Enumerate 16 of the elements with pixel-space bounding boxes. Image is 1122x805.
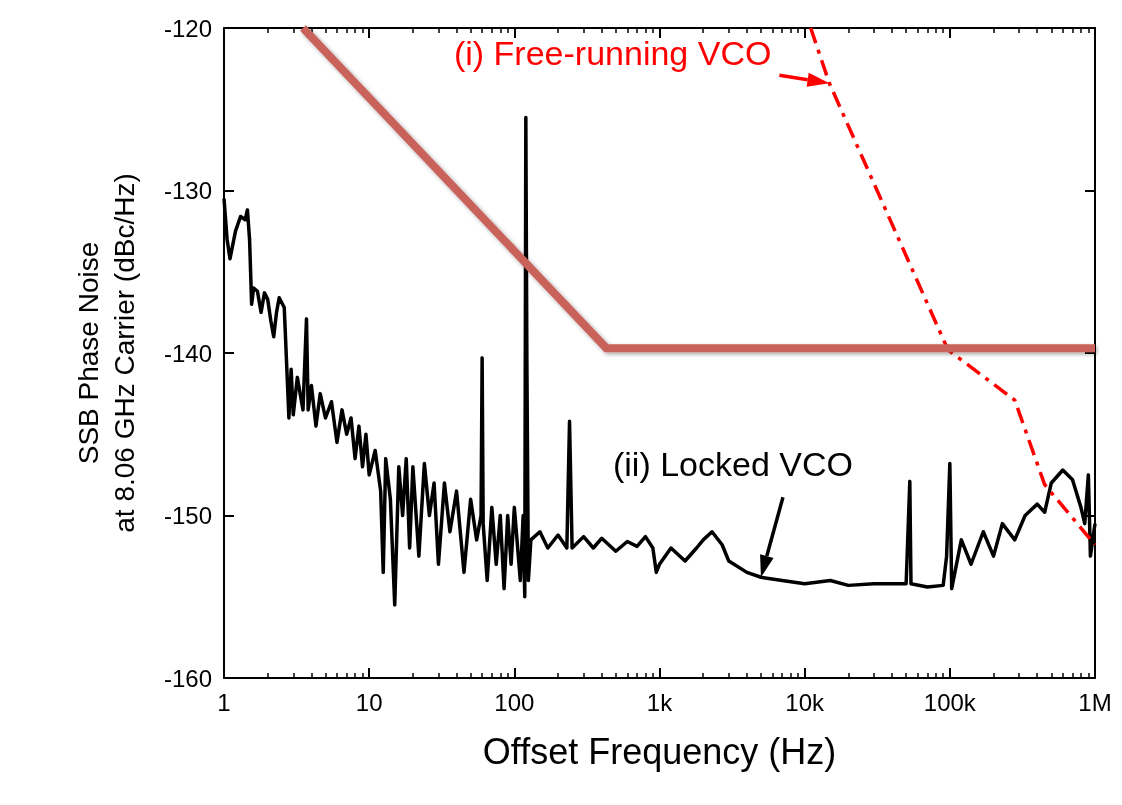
- x-tick-label: 1k: [646, 688, 674, 716]
- y-tick-label: -130: [163, 177, 212, 204]
- x-tick-label: 100: [494, 688, 535, 716]
- x-tick-label: 1M: [1078, 688, 1112, 716]
- y-tick-label: -120: [163, 14, 212, 42]
- y-tick-label: -150: [163, 502, 212, 529]
- x-tick-label: 10: [355, 688, 383, 716]
- y-tick-label: -140: [163, 339, 212, 367]
- annotation: (ii) Locked VCO: [612, 445, 853, 484]
- x-tick-label: 1: [217, 688, 231, 716]
- annotation: (i) Free-running VCO: [453, 34, 772, 73]
- x-tick-label: 100k: [923, 688, 977, 716]
- x-axis-title: Offset Frequency (Hz): [482, 730, 837, 772]
- y-tick-label: -160: [163, 664, 212, 692]
- x-tick-label: 10k: [785, 688, 826, 716]
- y-axis-title: SSB Phase Noise at 8.06 GHz Carrier (dBc/Hz): [72, 173, 140, 533]
